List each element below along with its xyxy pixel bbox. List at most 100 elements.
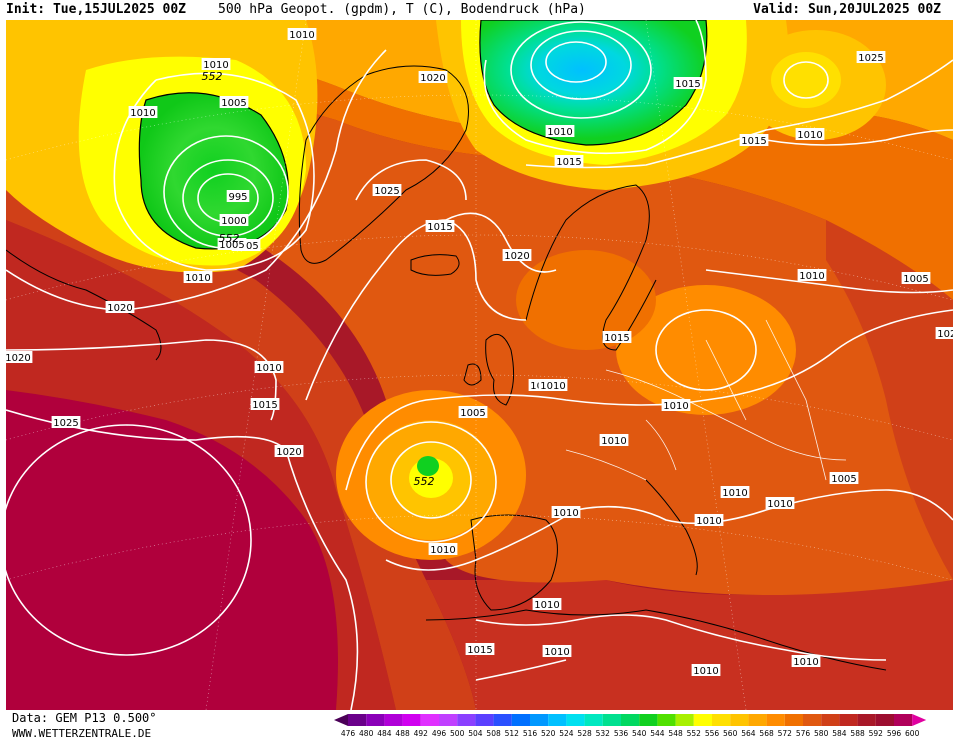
legend-value: 520 — [541, 729, 556, 738]
isobar-label-text: 1005 — [460, 408, 485, 419]
isobar-label: 1010 — [183, 271, 213, 284]
isobar-label: 1010 — [765, 497, 795, 510]
isobar-label-text: 1020 — [107, 303, 132, 314]
legend-value: 572 — [777, 729, 792, 738]
chart-header: Init: Tue,15JUL2025 00Z 500 hPa Geopot. … — [0, 0, 959, 20]
isobar-label: 1010 — [720, 486, 750, 499]
legend-swatch — [875, 714, 894, 726]
isobar-label-text: 1010 — [130, 108, 155, 119]
isobar-label: 1010 — [795, 128, 825, 141]
isobar-label: 1010 — [691, 664, 721, 677]
color-legend-labels: 476 480 484 488 492 496 500 504 508 512 516 520 524 5… — [340, 729, 942, 741]
isobar-label-text: 1015 — [675, 79, 700, 90]
isobar-label: 1010 — [532, 598, 562, 611]
geopotential-label: 552 — [202, 70, 223, 83]
isobar-label: 1015 — [425, 220, 455, 233]
isobar-label-text: 1010 — [289, 30, 314, 41]
legend-value: 516 — [522, 729, 538, 738]
legend-swatch — [566, 714, 585, 726]
legend-value: 480 — [359, 729, 374, 738]
legend-swatch — [457, 714, 476, 726]
weather-map[interactable]: 1010 1010 1010 1005 995 1000 1005 1010 1020 1020 1… — [6, 20, 953, 710]
legend-swatch — [894, 714, 913, 726]
isobar-label-text: 995 — [228, 192, 247, 203]
site-credit: WWW.WETTERZENTRALE.DE — [12, 727, 152, 740]
isobar-label: 1010 — [542, 645, 572, 658]
geopotential-labels: 552 552 552 — [202, 70, 435, 488]
legend-value: 476 — [340, 729, 356, 738]
isobar-label-text: 1005 — [219, 240, 244, 251]
legend-value: 560 — [723, 729, 738, 738]
isobar-label: 1010 — [661, 399, 691, 412]
isobar-label-text: 1010 — [693, 666, 718, 677]
legend-swatch — [693, 714, 712, 726]
legend-value: 540 — [632, 729, 647, 738]
isobar-label-text: 1010 — [696, 516, 721, 527]
isobar-label-text: 1015 — [741, 136, 766, 147]
legend-value: 580 — [814, 729, 829, 738]
color-legend-bar — [334, 714, 927, 726]
field-warm-blob-north-sea — [516, 250, 656, 350]
isobars — [6, 20, 953, 710]
legend-value: 532 — [595, 729, 610, 738]
isobar-label-text: 1010 — [540, 381, 565, 392]
field-band-588 — [6, 220, 396, 710]
isobar-label-text: 1010 — [185, 273, 210, 284]
field-warm-blob-europe — [616, 285, 796, 415]
legend-swatch — [439, 714, 458, 726]
isobar-label-text: 1010 — [256, 363, 281, 374]
legend-value: 600 — [905, 729, 920, 738]
isobar-label: 1010 — [287, 28, 317, 41]
legend-value: 592 — [868, 729, 883, 738]
chart-footer: Data: GEM P13 0.500° WWW.WETTERZENTRALE.… — [0, 710, 959, 741]
isobar-label: 1010 — [254, 361, 284, 374]
isobar-label: 1015 — [250, 398, 280, 411]
legend-value: 552 — [686, 729, 701, 738]
isobar-label: 1005 — [217, 238, 247, 251]
isobar-label: 1010 — [551, 506, 581, 519]
legend-swatch — [584, 714, 603, 726]
isobar-label: 1020 — [105, 301, 135, 314]
legend-value: 528 — [577, 729, 592, 738]
legend-value: 504 — [468, 729, 483, 738]
valid-time-label: Valid: Sun,20JUL2025 00Z — [753, 2, 941, 17]
isobar-label: 1010 — [428, 543, 458, 556]
country-borders — [565, 319, 847, 481]
legend-swatch — [766, 714, 785, 726]
legend-value: 492 — [413, 729, 428, 738]
legend-swatch — [530, 714, 549, 726]
isobar-label-text: 1005 — [831, 474, 856, 485]
isobar-label: 1010 — [791, 655, 821, 668]
isobar-label: 1020 — [502, 249, 532, 262]
field-east-warm — [826, 220, 953, 580]
isobar-label: 1020 — [935, 327, 953, 340]
isobar-label-text: 1010 — [534, 600, 559, 611]
legend-swatch — [511, 714, 530, 726]
isobar-label-text: 1015 — [467, 645, 492, 656]
isobar-label: 1010 — [545, 125, 575, 138]
legend-swatch — [493, 714, 512, 726]
field-high-core — [6, 390, 338, 710]
isobar-label: 1010 — [128, 106, 158, 119]
isobar-label: 1015 — [465, 643, 495, 656]
isobar-label: 995 — [226, 190, 250, 203]
legend-swatch — [821, 714, 840, 726]
isobar-label: 1010 — [538, 379, 568, 392]
legend-value: 512 — [504, 729, 519, 738]
isobar-label-text: 1000 — [221, 216, 246, 227]
legend-swatch — [602, 714, 621, 726]
legend-value: 556 — [704, 729, 720, 738]
isobar-label: 1010 — [201, 58, 231, 71]
legend-swatch — [675, 714, 694, 726]
legend-value: 536 — [613, 729, 629, 738]
isobar-label: 1015 — [673, 77, 703, 90]
legend-swatch — [839, 714, 858, 726]
legend-swatch — [857, 714, 876, 726]
isobar-labels: 1010 1010 1010 1005 995 1000 1005 1010 1020 1020 1… — [6, 28, 953, 677]
legend-value: 500 — [450, 729, 465, 738]
geopotential-label: 552 — [414, 475, 435, 488]
field-ne-yellow — [771, 52, 841, 108]
field-band-south — [426, 580, 953, 710]
legend-value: 544 — [650, 729, 665, 738]
isobar-label-text: 1010 — [663, 401, 688, 412]
